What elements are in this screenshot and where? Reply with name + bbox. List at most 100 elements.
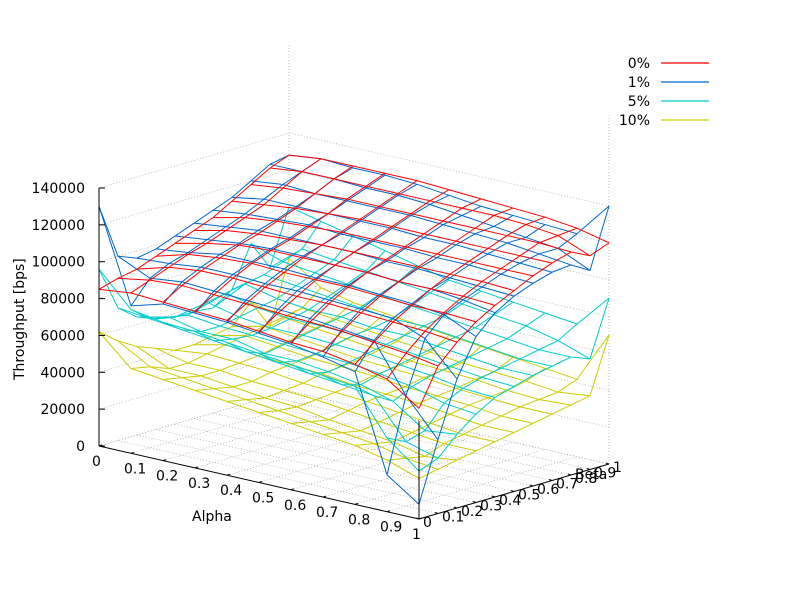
surface-mesh-line <box>250 302 572 406</box>
legend-label: 1% <box>628 75 650 91</box>
surface-mesh-line <box>288 154 610 244</box>
x-tick-label: 1 <box>412 527 421 543</box>
floor-grid-line <box>194 412 386 469</box>
y-tick-label: 1 <box>613 460 622 476</box>
surface-mesh-line <box>117 307 439 459</box>
surface-mesh-line <box>98 206 420 505</box>
x-tick-mark <box>418 517 423 520</box>
floor-grid-line <box>231 407 553 481</box>
surface-mesh-line <box>231 196 553 273</box>
surface-mesh-line <box>212 283 534 376</box>
x-tick-label: 0.4 <box>220 483 242 499</box>
surface-mesh-line <box>155 314 477 415</box>
x-tick-mark <box>130 451 135 454</box>
x-tick-mark <box>354 502 359 505</box>
y-tick-mark <box>491 495 496 498</box>
x-tick-label: 0.7 <box>316 505 338 521</box>
y-tick-labels: 0 0.10.20.30.40.50.60.70.80.91 <box>415 460 622 531</box>
series-1pct-surface <box>98 154 610 505</box>
legend-label: 5% <box>628 94 650 110</box>
surface-mesh-line <box>418 297 610 472</box>
z-tick-label: 20000 <box>40 402 85 418</box>
surface-mesh-line <box>269 307 591 397</box>
z-tick-label: 60000 <box>40 328 85 344</box>
surface-mesh-line <box>117 277 439 367</box>
y-tick-label: 0.2 <box>461 504 483 520</box>
surface-mesh-line <box>174 301 496 398</box>
y-tick-mark <box>529 484 534 487</box>
x-tick-mark <box>386 510 391 513</box>
y-tick-label: 0.4 <box>499 493 521 509</box>
y-tick-mark <box>548 479 553 481</box>
surface-mesh-line <box>98 154 290 290</box>
x-tick-mark <box>194 466 199 469</box>
surface-mesh-line <box>162 167 354 305</box>
y-tick-label: 0 <box>423 515 432 531</box>
y-tick-mark <box>510 490 515 492</box>
floor-grid-line <box>130 398 322 454</box>
surface-mesh-line <box>290 345 482 424</box>
y-tick-mark <box>415 517 420 520</box>
legend-label: 10% <box>619 113 650 129</box>
z-tick-label: 80000 <box>40 292 85 308</box>
surface-mesh-line <box>288 257 610 380</box>
y-tick-label: 0.3 <box>480 499 502 515</box>
wall-grid-line <box>98 132 610 207</box>
legend: 0% 1% 5% 10% <box>619 56 709 129</box>
legend-label: 0% <box>628 56 650 72</box>
y-tick-label: 0.5 <box>518 488 540 504</box>
floor-grid-line <box>162 405 354 461</box>
floor-grid-line <box>117 440 439 514</box>
z-tick-label: 120000 <box>32 218 85 234</box>
y-tick-label: 0.9 <box>594 466 616 482</box>
surface-mesh-line <box>136 266 458 343</box>
y-tick-mark <box>453 506 458 509</box>
surfaces <box>98 154 610 505</box>
x-tick-mark <box>162 459 167 462</box>
y-axis-label: Beta <box>575 467 607 483</box>
y-tick-mark <box>434 512 439 514</box>
series-0pct-surface <box>98 154 610 409</box>
x-tick-mark <box>226 473 231 476</box>
floor-grid-line <box>174 423 496 498</box>
x-tick-label: 0.3 <box>188 476 210 492</box>
wall-grid-line <box>98 169 610 244</box>
z-tick-labels: 0 20000 40000 60000 80000 100000 120000 140000 <box>32 181 105 455</box>
z-axis-label: Throughput [bps] <box>12 258 28 381</box>
surface-mesh-line <box>269 248 591 360</box>
y-tick-mark <box>586 468 591 470</box>
y-tick-label: 0.1 <box>442 510 464 526</box>
surface-mesh-line <box>258 334 450 413</box>
surface-mesh-line <box>250 180 572 266</box>
surface-mesh-line <box>155 253 477 323</box>
floor-grid-line <box>193 418 515 492</box>
floor-grid-line <box>136 434 458 509</box>
x-tick-labels: 0 0.1 0.2 0.3 0.4 0.5 0.6 0.7 0.8 0.9 1 <box>92 444 423 543</box>
x-tick-mark <box>290 488 295 491</box>
x-tick-label: 0.9 <box>380 520 402 536</box>
floor-grid-line <box>250 401 572 476</box>
x-tick-label: 0.5 <box>252 491 274 507</box>
surface-mesh-line <box>98 268 420 472</box>
z-tick-label: 100000 <box>32 255 85 271</box>
x-tick-label: 0.2 <box>156 469 178 485</box>
z-tick-label: 140000 <box>32 181 85 197</box>
surface-mesh-line <box>212 335 534 424</box>
y-tick-mark <box>472 501 477 503</box>
surface-mesh-line <box>98 288 420 409</box>
surface-mesh-line <box>98 331 420 479</box>
y-tick-label: 0.6 <box>537 482 559 498</box>
y-tick-mark <box>567 473 572 476</box>
surface-mesh-line <box>288 154 610 235</box>
x-tick-label: 0.8 <box>348 512 370 528</box>
y-tick-label: 0.7 <box>556 477 578 493</box>
y-tick-label: 0.8 <box>575 471 597 487</box>
surface-mesh-line <box>155 248 477 338</box>
surface-mesh-line <box>212 217 534 277</box>
x-tick-label: 0.1 <box>124 461 146 477</box>
surface-mesh-line <box>269 167 591 257</box>
x-tick-label: 0 <box>92 454 101 470</box>
wall-grid-line <box>98 316 610 391</box>
